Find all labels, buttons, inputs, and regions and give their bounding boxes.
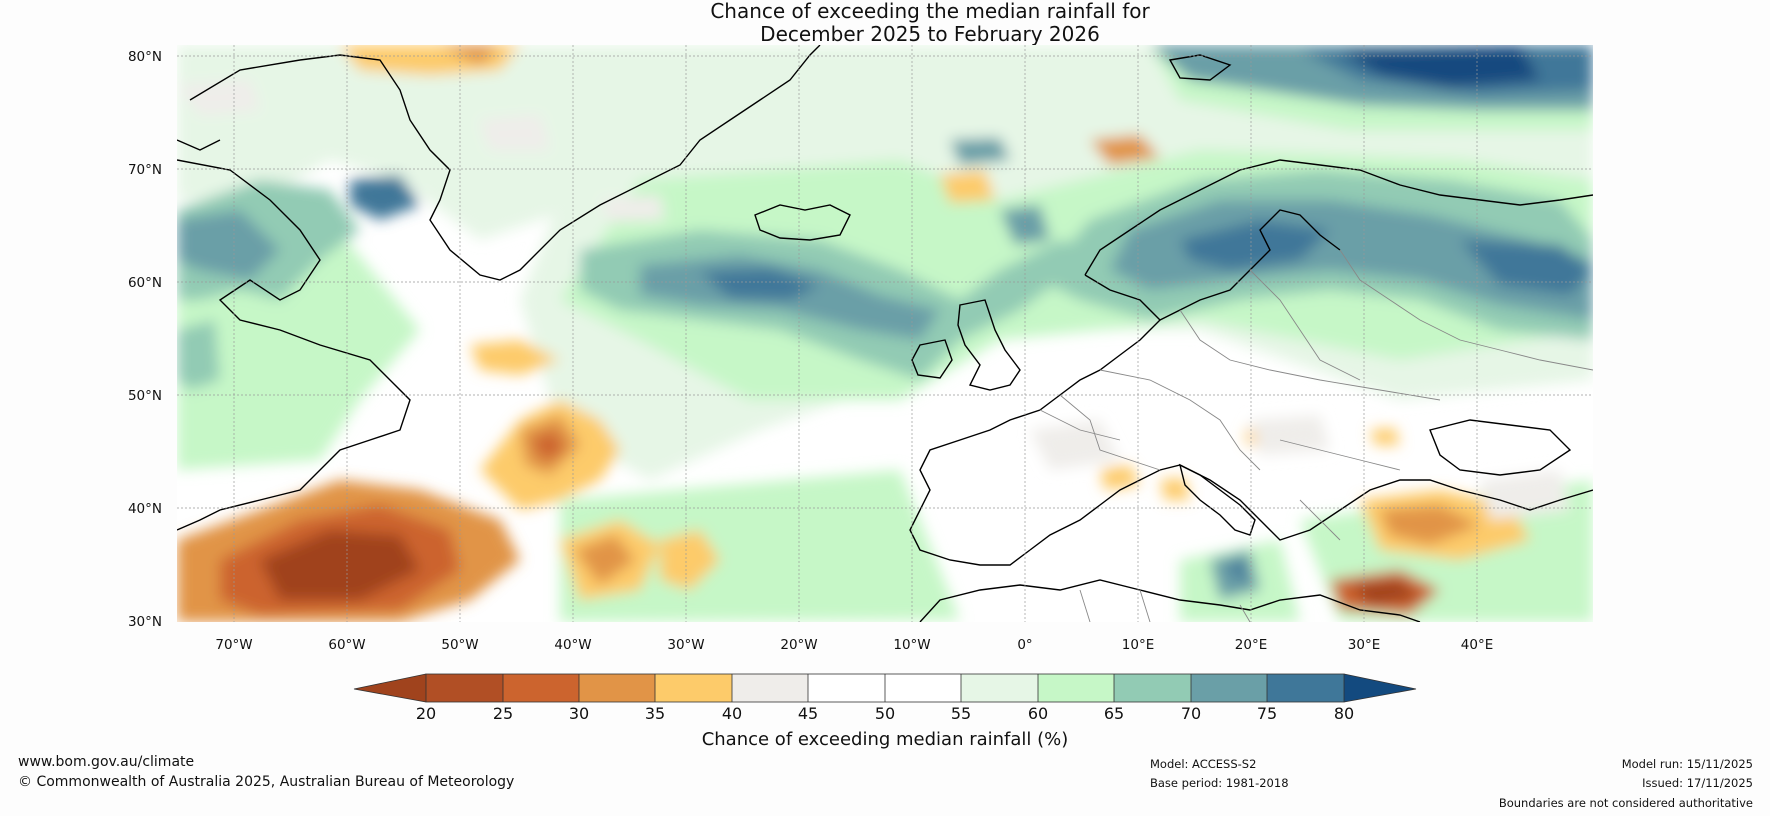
colorbar-tick: 75 (1257, 704, 1277, 723)
lon-label: 30°W (667, 637, 704, 653)
copyright-notice: © Commonwealth of Australia 2025, Austra… (18, 774, 515, 790)
map-title-line-1: Chance of exceeding the median rainfall … (710, 0, 1150, 23)
lon-label: 40°E (1461, 637, 1493, 653)
colorbar-tick: 70 (1181, 704, 1201, 723)
lat-label: 40°N (128, 501, 162, 517)
lon-label: 0° (1017, 637, 1032, 653)
issued-date: Issued: 17/11/2025 (1642, 776, 1753, 790)
colorbar-tick: 40 (722, 704, 742, 723)
lat-label: 30°N (128, 614, 162, 630)
lon-label: 40°W (554, 637, 591, 653)
country-borders (1039, 249, 1593, 622)
colorbar-bin (885, 674, 961, 702)
colorbar-tick: 50 (875, 704, 895, 723)
website-link[interactable]: www.bom.gov.au/climate (18, 754, 195, 770)
base-period: Base period: 1981-2018 (1150, 776, 1289, 790)
colorbar-under-arrow (354, 674, 426, 702)
coastlines (177, 45, 1593, 622)
lon-label: 20°E (1235, 637, 1267, 653)
colorbar-tick: 35 (645, 704, 665, 723)
colorbar-bin (426, 674, 503, 702)
model-name: Model: ACCESS-S2 (1150, 757, 1257, 771)
colorbar-bin (808, 674, 885, 702)
colorbar-tick: 60 (1028, 704, 1048, 723)
colorbar-bin (1267, 674, 1344, 702)
colorbar-bin (961, 674, 1038, 702)
colorbar-bin (503, 674, 579, 702)
colorbar-bin (655, 674, 732, 702)
colorbar-tick: 80 (1334, 704, 1354, 723)
colorbar-bin (732, 674, 808, 702)
lat-label: 50°N (128, 388, 162, 404)
probability-field (177, 45, 1593, 622)
colorbar-bin (1191, 674, 1267, 702)
lon-label: 70°W (215, 637, 252, 653)
colorbar-tick: 65 (1104, 704, 1124, 723)
map-title-line-2: December 2025 to February 2026 (760, 22, 1100, 46)
colorbar-dividers (502, 674, 1268, 702)
lat-label: 80°N (128, 49, 162, 65)
latitude-labels: 80°N 70°N 60°N 50°N 40°N 30°N (128, 49, 162, 630)
colorbar-tick: 55 (951, 704, 971, 723)
colorbar-bin (579, 674, 655, 702)
colorbar-label: Chance of exceeding median rainfall (%) (702, 729, 1069, 750)
longitude-labels: 70°W 60°W 50°W 40°W 30°W 20°W 10°W 0° 10… (215, 637, 1493, 653)
colorbar-bin (1114, 674, 1191, 702)
lat-label: 60°N (128, 275, 162, 291)
colorbar: 20 25 30 35 40 45 50 55 60 65 70 75 80 C… (353, 673, 1417, 750)
boundaries-disclaimer: Boundaries are not considered authoritat… (1498, 796, 1753, 810)
lon-label: 20°W (780, 637, 817, 653)
lon-label: 30°E (1348, 637, 1380, 653)
lon-label: 50°W (441, 637, 478, 653)
model-run-date: Model run: 15/11/2025 (1621, 757, 1753, 771)
colorbar-bin (1038, 674, 1114, 702)
colorbar-tick: 25 (493, 704, 513, 723)
lon-label: 60°W (328, 637, 365, 653)
lon-label: 10°W (893, 637, 930, 653)
graticule (177, 45, 1593, 622)
lat-label: 70°N (128, 162, 162, 178)
lon-label: 10°E (1122, 637, 1154, 653)
colorbar-tick: 20 (416, 704, 436, 723)
colorbar-tick: 45 (798, 704, 818, 723)
colorbar-over-arrow (1344, 674, 1416, 702)
colorbar-tick: 30 (569, 704, 589, 723)
